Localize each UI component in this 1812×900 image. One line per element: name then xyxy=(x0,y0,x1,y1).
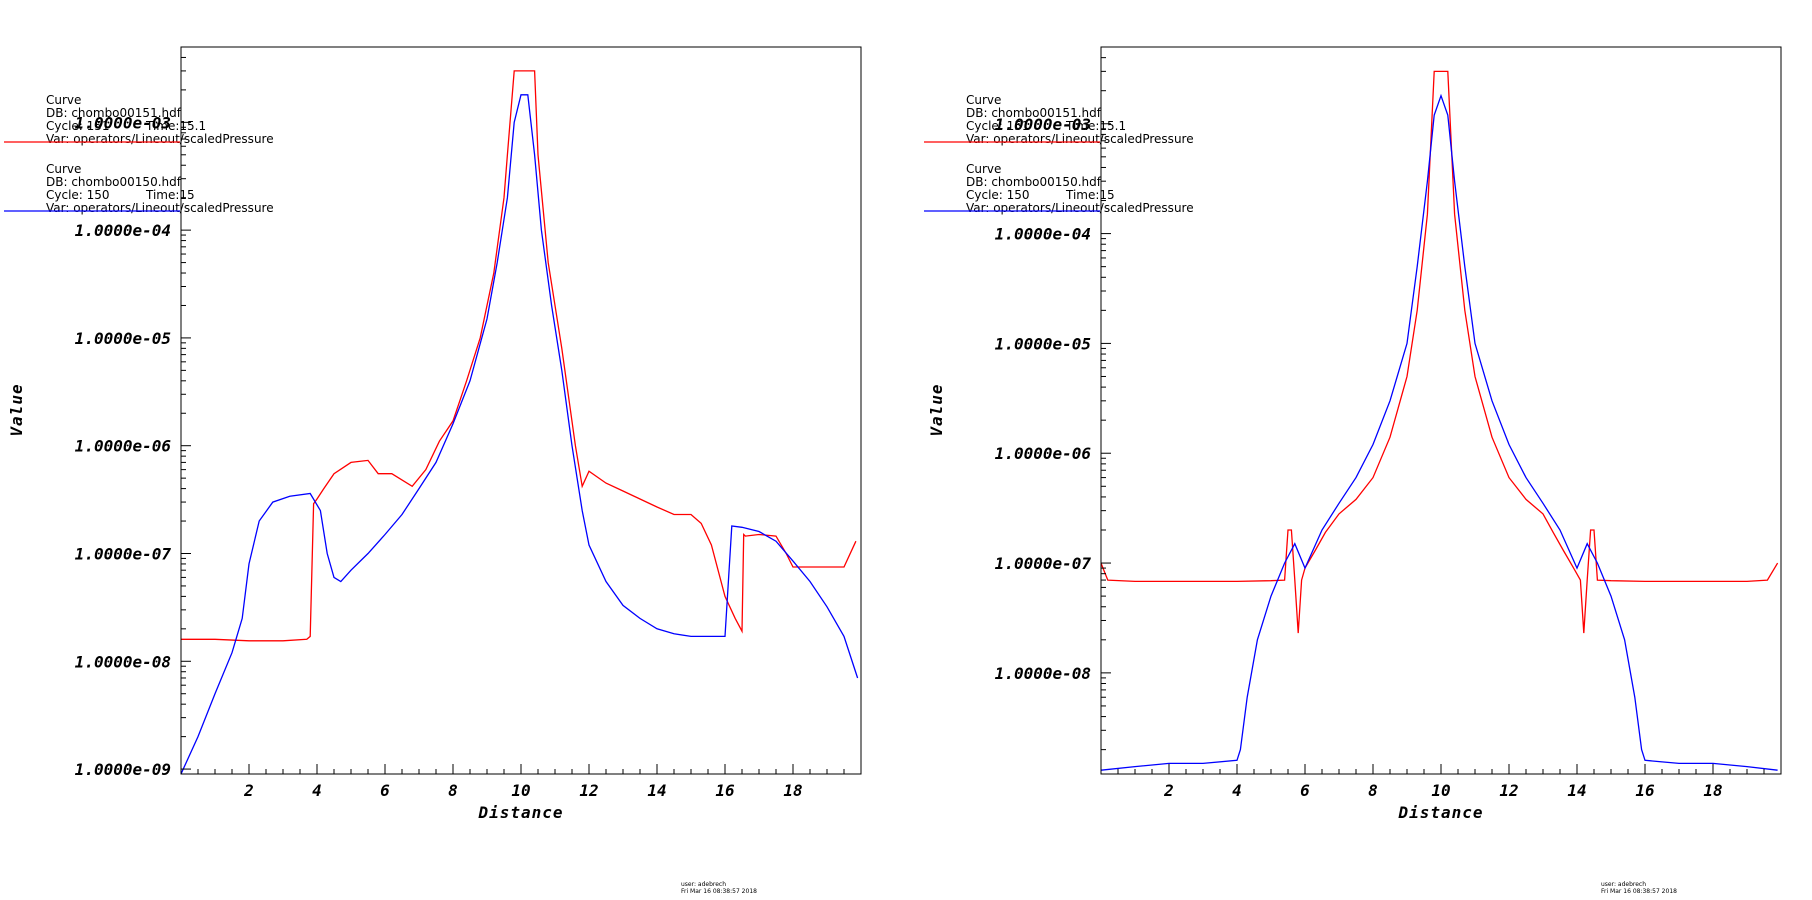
y-tick-label: 1.0000e-05 xyxy=(995,334,1091,353)
footer-user: user: adebrech xyxy=(681,881,726,888)
legend-1-db: DB: chombo00151.hdf xyxy=(46,106,182,120)
x-tick-label: 10 xyxy=(1431,781,1450,800)
chart-left-series xyxy=(181,70,859,774)
footer-user: user: adebrech xyxy=(1601,881,1646,888)
y-tick-label: 1.0000e-08 xyxy=(75,652,171,671)
x-tick-label: 4 xyxy=(1232,781,1242,800)
legend-2-time: Time:15 xyxy=(1065,188,1115,202)
chart-left-legend: Curve DB: chombo00151.hdf Cycle: 151 Tim… xyxy=(4,93,274,215)
footer-date: Fri Mar 16 08:38:57 2018 xyxy=(681,888,757,895)
x-tick-label: 4 xyxy=(312,781,322,800)
legend-1-cycle: Cycle: 151 xyxy=(46,119,110,133)
series-line-2 xyxy=(181,94,859,774)
x-tick-label: 16 xyxy=(1635,781,1655,800)
y-tick-label: 1.0000e-07 xyxy=(75,544,172,563)
legend-2-name: Curve xyxy=(46,162,81,176)
x-tick-label: 2 xyxy=(1163,781,1174,800)
y-axis-title: Value xyxy=(927,383,946,436)
legend-2-db: DB: chombo00150.hdf xyxy=(46,175,182,189)
x-tick-label: 8 xyxy=(448,781,458,800)
x-tick-label: 18 xyxy=(1703,781,1722,800)
x-tick-label: 12 xyxy=(1499,781,1518,800)
legend-1-var: Var: operators/Lineout/scaledPressure xyxy=(966,132,1194,146)
x-tick-label: 14 xyxy=(647,781,666,800)
legend-2-cycle: Cycle: 150 xyxy=(46,188,110,202)
chart-right-frame xyxy=(1100,46,1782,775)
chart-left: 2 4 6 8 10 12 14 16 18 1.0000e-03 1.0000e-04 1.0000… xyxy=(4,46,862,822)
x-axis-title: Distance xyxy=(477,803,563,822)
y-tick-label: 1.0000e-04 xyxy=(995,225,1091,244)
legend-1-name: Curve xyxy=(46,93,81,107)
x-tick-label: 18 xyxy=(783,781,802,800)
chart-right-series xyxy=(1101,70,1779,771)
chart-right-ticks: 2 4 6 8 10 12 14 16 18 1.0000e-03 1.0000e-04 1.0000… xyxy=(995,46,1765,800)
y-tick-label: 1.0000e-06 xyxy=(995,444,1092,463)
x-tick-label: 2 xyxy=(243,781,254,800)
legend-1-db: DB: chombo00151.hdf xyxy=(966,106,1102,120)
y-tick-label: 1.0000e-07 xyxy=(995,554,1092,573)
x-tick-label: 14 xyxy=(1567,781,1586,800)
legend-2-name: Curve xyxy=(966,162,1001,176)
legend-1-time: Time:15.1 xyxy=(145,119,206,133)
legend-2-var: Var: operators/Lineout/scaledPressure xyxy=(46,201,274,215)
y-tick-label: 1.0000e-06 xyxy=(75,437,172,456)
x-tick-label: 6 xyxy=(380,781,390,800)
chart-left-frame xyxy=(180,46,862,775)
x-tick-label: 12 xyxy=(579,781,598,800)
plot-frame xyxy=(180,46,862,775)
series-line-1 xyxy=(181,70,857,642)
legend-1-var: Var: operators/Lineout/scaledPressure xyxy=(46,132,274,146)
y-tick-label: 1.0000e-03 xyxy=(995,115,1091,134)
x-tick-label: 10 xyxy=(511,781,530,800)
series-line-2 xyxy=(1101,93,1778,771)
legend-1-time: Time:15.1 xyxy=(1065,119,1126,133)
footer-left: user: adebrech Fri Mar 16 08:38:57 2018 xyxy=(681,881,757,895)
legend-2-cycle: Cycle: 150 xyxy=(966,188,1030,202)
plot-frame xyxy=(1100,46,1782,775)
footer-date: Fri Mar 16 08:38:57 2018 xyxy=(1601,888,1677,895)
legend-1-name: Curve xyxy=(966,93,1001,107)
x-axis-title: Distance xyxy=(1397,803,1483,822)
chart-right-legend: Curve DB: chombo00151.hdf Cycle: 151 Tim… xyxy=(924,93,1194,215)
y-tick-label: 1.0000e-09 xyxy=(75,760,171,779)
y-tick-label: 1.0000e-08 xyxy=(995,664,1091,683)
chart-right: 2 4 6 8 10 12 14 16 18 1.0000e-03 1.0000e-04 1.0000… xyxy=(924,46,1782,822)
legend-2-db: DB: chombo00150.hdf xyxy=(966,175,1102,189)
y-tick-label: 1.0000e-04 xyxy=(75,221,171,240)
x-tick-label: 16 xyxy=(715,781,735,800)
x-tick-label: 6 xyxy=(1300,781,1310,800)
legend-1-cycle: Cycle: 151 xyxy=(966,119,1030,133)
y-tick-label: 1.0000e-05 xyxy=(75,329,171,348)
series-line-1 xyxy=(1101,70,1779,634)
x-tick-label: 8 xyxy=(1368,781,1378,800)
legend-2-var: Var: operators/Lineout/scaledPressure xyxy=(966,201,1194,215)
y-axis-title: Value xyxy=(7,383,26,436)
footer-right: user: adebrech Fri Mar 16 08:38:57 2018 xyxy=(1601,881,1677,895)
legend-2-time: Time:15 xyxy=(145,188,195,202)
y-tick-label: 1.0000e-03 xyxy=(75,113,171,132)
chart-left-ticks: 2 4 6 8 10 12 14 16 18 1.0000e-03 1.0000e-04 1.0000… xyxy=(75,46,845,800)
